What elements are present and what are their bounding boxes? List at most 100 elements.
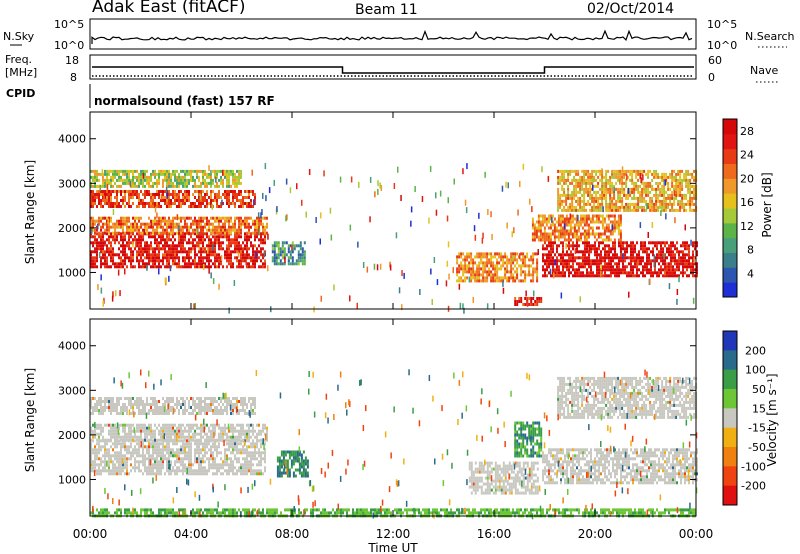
echo-cell <box>649 202 652 206</box>
echo-cell <box>90 169 92 173</box>
echo-cell <box>132 184 134 188</box>
echo-cell <box>682 268 684 272</box>
echo-cell <box>641 193 644 197</box>
echo-cell <box>543 229 546 233</box>
echo-cell <box>591 217 594 221</box>
echo-cell <box>639 205 642 209</box>
echo-cell <box>599 220 602 224</box>
echo-cell <box>617 229 620 233</box>
sparse-echo <box>369 176 372 183</box>
echo-cell <box>242 265 244 269</box>
echo-cell <box>524 261 527 265</box>
sparse-echo <box>619 178 621 185</box>
echo-cell <box>474 255 477 259</box>
echo-cell <box>114 190 116 193</box>
echo-cell <box>640 244 642 248</box>
echo-cell <box>610 262 612 266</box>
sparse-echo <box>358 181 360 188</box>
echo-cell <box>214 265 216 269</box>
echo-cell <box>617 187 620 191</box>
colorbar-swatch <box>723 208 737 224</box>
echo-cell <box>691 196 694 200</box>
echo-cell <box>639 196 642 200</box>
echo-cell <box>114 202 116 205</box>
echo-cell <box>218 256 220 260</box>
echo-cell <box>170 178 172 182</box>
echo-cell <box>182 469 184 473</box>
sparse-echo <box>315 217 317 223</box>
echo-cell <box>148 193 150 196</box>
echo-cell <box>186 190 188 193</box>
echo-cell <box>172 219 174 223</box>
echo-cell <box>224 222 226 226</box>
echo-cell <box>90 190 92 193</box>
echo-cell <box>152 181 154 185</box>
echo-cell <box>562 268 564 272</box>
echo-cell <box>684 265 686 269</box>
echo-cell <box>94 169 96 173</box>
echo-cell <box>264 228 266 232</box>
echo-cell <box>198 202 200 205</box>
echo-cell <box>92 199 94 202</box>
echo-cell <box>98 448 100 452</box>
sparse-echo <box>621 166 624 173</box>
echo-cell <box>218 222 220 226</box>
echo-cell <box>250 445 252 449</box>
echo-cell <box>252 259 254 263</box>
echo-cell <box>198 205 200 208</box>
echo-cell <box>692 256 694 260</box>
echo-cell <box>663 172 666 176</box>
echo-cell <box>224 460 226 464</box>
echo-cell <box>246 247 248 251</box>
echo-cell <box>178 259 180 263</box>
echo-cell <box>613 202 616 206</box>
echo-cell <box>150 445 152 449</box>
echo-cell <box>273 241 276 245</box>
echo-cell <box>162 193 164 196</box>
echo-cell <box>271 256 274 260</box>
sparse-echo <box>452 267 454 274</box>
echo-cell <box>116 202 118 205</box>
echo-cell <box>478 270 481 274</box>
echo-cell <box>590 268 592 272</box>
echo-cell <box>208 448 210 452</box>
echo-cell <box>256 256 258 260</box>
echo-cell <box>202 172 204 176</box>
echo-cell <box>668 262 670 266</box>
echo-cell <box>98 219 100 223</box>
echo-cell <box>214 445 216 449</box>
echo-cell <box>586 241 588 245</box>
echo-cell <box>238 460 240 464</box>
echo-cell <box>607 190 610 194</box>
echo-cell <box>188 241 190 245</box>
echo-cell <box>287 250 290 254</box>
echo-cell <box>190 232 192 236</box>
echo-cell <box>164 175 166 179</box>
echo-cell <box>252 454 254 458</box>
echo-cell <box>206 184 208 188</box>
echo-cell <box>291 262 294 266</box>
echo-cell <box>641 181 644 185</box>
echo-cell <box>234 448 236 452</box>
echo-cell <box>661 202 664 206</box>
echo-cell <box>194 228 196 232</box>
echo-cell <box>226 190 228 193</box>
echo-cell <box>579 196 582 200</box>
echo-cell <box>562 244 564 248</box>
echo-cell <box>618 265 620 269</box>
echo-cell <box>120 238 122 242</box>
echo-cell <box>152 205 154 208</box>
echo-cell <box>92 228 94 232</box>
sparse-echo <box>218 283 220 290</box>
echo-cell <box>154 259 156 263</box>
echo-cell <box>208 228 210 232</box>
echo-cell <box>250 244 252 248</box>
echo-cell <box>629 190 632 194</box>
echo-cell <box>490 276 493 280</box>
echo-cell <box>273 250 276 254</box>
echo-cell <box>629 172 632 176</box>
sparse-echo <box>431 299 433 305</box>
echo-cell <box>140 216 142 220</box>
echo-cell <box>150 256 152 260</box>
echo-cell <box>661 184 664 188</box>
